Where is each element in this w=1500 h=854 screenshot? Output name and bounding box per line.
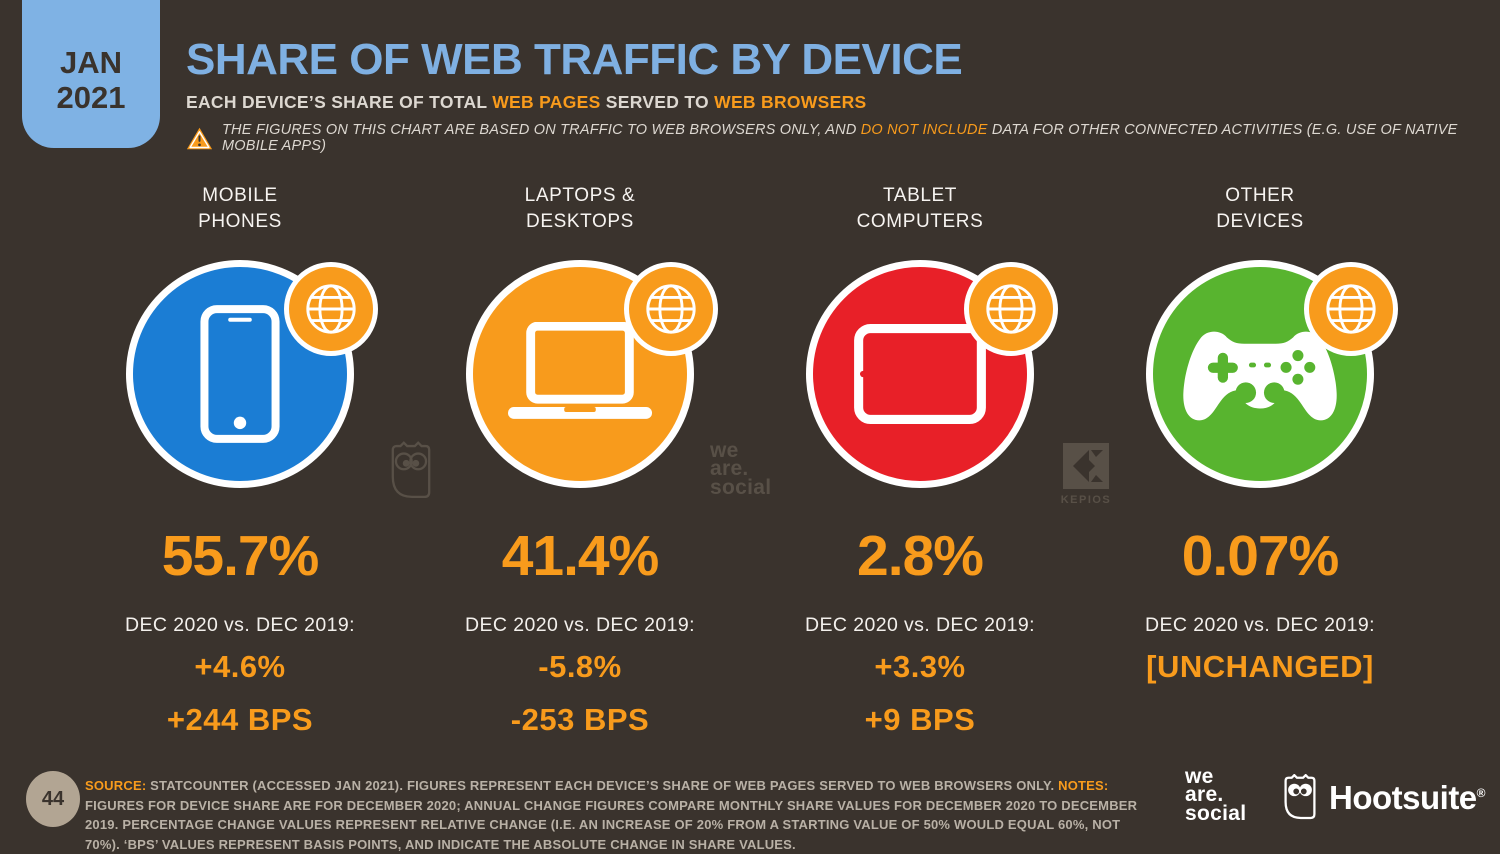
device-graphic: [1140, 260, 1398, 492]
column-mobile-phones: MOBILE PHONES: [70, 183, 410, 738]
we-are-social-watermark: we are. social: [710, 439, 772, 499]
kepios-watermark: KEPIOS: [1058, 443, 1114, 506]
smartphone-icon: [200, 305, 280, 444]
web-badge: [1304, 262, 1398, 357]
device-graphic: [460, 260, 718, 492]
change-percent: +3.3%: [874, 649, 966, 685]
column-label: LAPTOPS & DESKTOPS: [524, 185, 636, 232]
column-label: MOBILE PHONES: [198, 185, 282, 232]
change-bps: +9 BPS: [864, 702, 976, 738]
change-percent: [UNCHANGED]: [1146, 649, 1374, 685]
change-bps: +244 BPS: [166, 702, 314, 738]
share-value: 41.4%: [501, 524, 660, 589]
column-label: OTHER DEVICES: [1216, 185, 1304, 232]
device-circle-mobile: [126, 260, 354, 489]
column-other-devices: OTHER DEVICES: [1090, 183, 1430, 738]
column-tablet-computers: TABLET COMPUTERS: [750, 183, 1090, 738]
change-bps: -253 BPS: [510, 702, 650, 738]
header: SHARE OF WEB TRAFFIC BY DEVICE EACH DEVI…: [186, 35, 1476, 154]
device-graphic: [120, 260, 378, 492]
subtitle-highlight: WEB BROWSERS: [714, 92, 867, 113]
web-badge: [964, 262, 1058, 357]
notes-label: NOTES:: [1058, 778, 1109, 793]
column-laptops-desktops: LAPTOPS & DESKTOPS: [410, 183, 750, 738]
warning-text: THE FIGURES ON THIS CHART ARE BASED ON T…: [222, 122, 1458, 155]
source-note: SOURCE: STATCOUNTER (ACCESSED JAN 2021).…: [85, 778, 1138, 852]
kepios-mark-icon: [1063, 443, 1109, 489]
globe-icon: [1326, 284, 1376, 334]
page-number-badge: 44: [26, 771, 80, 827]
date-badge-year: 2021: [56, 80, 126, 115]
column-label: TABLET COMPUTERS: [856, 185, 984, 232]
warning-triangle-icon: [186, 127, 213, 150]
we-are-social-logo: we are. social: [1185, 765, 1247, 825]
tablet-icon: [854, 324, 986, 425]
comparison-label: DEC 2020 vs. DEC 2019:: [805, 614, 1035, 637]
hootsuite-wordmark: Hootsuite®: [1329, 778, 1486, 816]
laptop-icon: [507, 322, 653, 420]
page-title: SHARE OF WEB TRAFFIC BY DEVICE: [186, 35, 963, 84]
share-value: 0.07%: [1181, 524, 1340, 589]
date-badge: JAN 2021: [22, 0, 160, 148]
web-badge: [624, 262, 718, 357]
comparison-label: DEC 2020 vs. DEC 2019:: [1145, 614, 1375, 637]
warning-note: THE FIGURES ON THIS CHART ARE BASED ON T…: [186, 122, 1476, 154]
hootsuite-owl-icon: [391, 441, 431, 499]
globe-icon: [986, 284, 1036, 334]
device-columns: MOBILE PHONES: [70, 183, 1430, 738]
comparison-label: DEC 2020 vs. DEC 2019:: [465, 614, 695, 637]
hootsuite-owl-watermark: [388, 441, 434, 506]
share-value: 55.7%: [161, 524, 320, 589]
globe-icon: [646, 284, 696, 334]
registered-mark: ®: [1476, 785, 1486, 800]
subtitle-text: EACH DEVICE’S SHARE OF TOTAL: [186, 92, 493, 113]
hootsuite-logo: Hootsuite®: [1281, 774, 1486, 821]
globe-icon: [306, 284, 356, 334]
date-badge-month: JAN: [59, 45, 122, 81]
change-percent: +4.6%: [194, 649, 286, 685]
change-percent: -5.8%: [538, 649, 622, 685]
game-controller-icon: [1183, 331, 1337, 421]
page-subtitle: EACH DEVICE’S SHARE OF TOTAL WEB PAGES S…: [186, 92, 1476, 113]
kepios-label: KEPIOS: [1060, 494, 1112, 506]
subtitle-text: SERVED TO: [600, 92, 715, 113]
web-badge: [284, 262, 378, 357]
comparison-label: DEC 2020 vs. DEC 2019:: [125, 614, 355, 637]
source-label: SOURCE:: [85, 778, 147, 793]
share-value: 2.8%: [857, 524, 984, 589]
hootsuite-owl-icon: [1284, 774, 1316, 820]
device-graphic: [800, 260, 1058, 492]
subtitle-highlight: WEB PAGES: [492, 92, 601, 113]
